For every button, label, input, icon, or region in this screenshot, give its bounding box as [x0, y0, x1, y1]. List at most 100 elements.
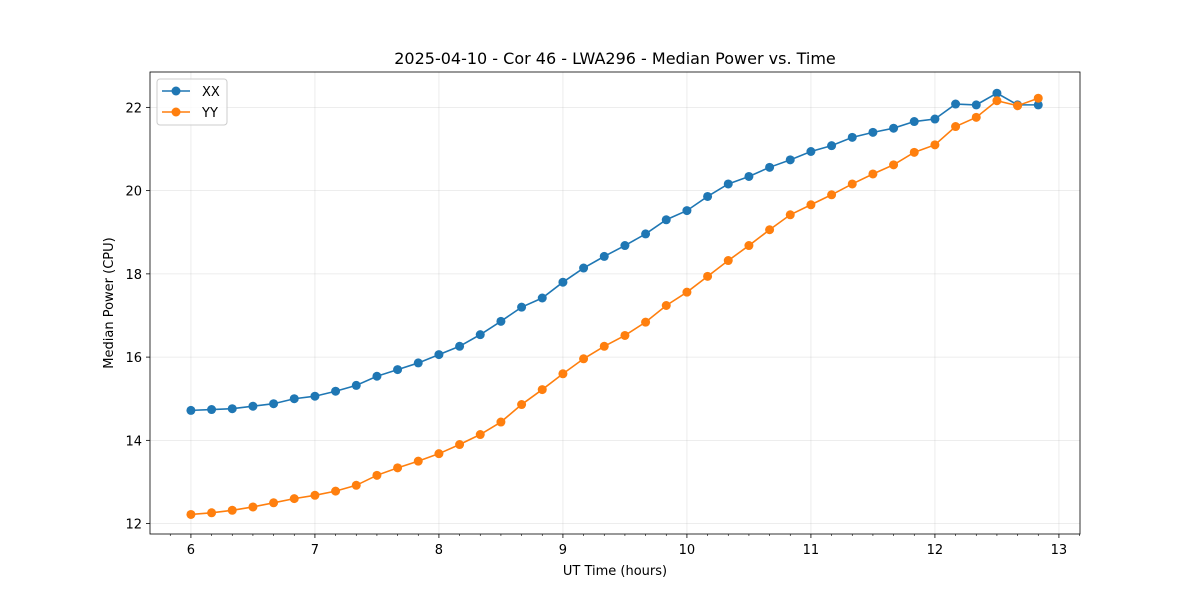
data-point-xx [703, 191, 713, 201]
x-axis-label: UT Time (hours) [563, 564, 667, 579]
data-point-yy [455, 440, 465, 450]
data-point-yy [331, 486, 341, 496]
data-point-yy [971, 112, 981, 122]
data-point-yy [682, 287, 692, 297]
plot-frame [149, 71, 1081, 535]
data-point-yy [951, 122, 961, 132]
data-point-yy [703, 271, 713, 281]
data-point-yy [620, 330, 630, 340]
data-point-xx [641, 229, 651, 239]
data-point-xx [806, 146, 816, 156]
data-point-yy [806, 200, 816, 210]
data-point-yy [248, 502, 258, 512]
data-point-xx [455, 341, 465, 351]
data-point-xx [558, 277, 568, 287]
data-point-yy [186, 509, 196, 519]
data-point-yy [475, 430, 485, 440]
data-point-xx [331, 386, 341, 396]
y-tick-label: 20 [125, 185, 142, 200]
data-point-xx [413, 358, 423, 368]
x-tick-label: 10 [679, 543, 696, 558]
x-tick-label: 13 [1051, 543, 1068, 558]
data-point-yy [641, 317, 651, 327]
data-point-yy [744, 241, 754, 251]
data-point-xx [909, 117, 919, 127]
data-point-xx [269, 399, 279, 409]
data-point-yy [289, 494, 299, 504]
data-point-xx [393, 365, 403, 375]
data-point-xx [661, 215, 671, 225]
data-point-xx [207, 405, 217, 415]
x-tick-label: 9 [559, 543, 567, 558]
legend: XX YY [156, 78, 228, 126]
data-point-yy [310, 490, 320, 500]
data-point-yy [723, 256, 733, 266]
data-point-xx [434, 350, 444, 360]
data-point-xx [682, 206, 692, 216]
legend-marker-xx [171, 86, 181, 96]
data-point-xx [227, 404, 237, 414]
data-point-xx [723, 179, 733, 189]
data-point-yy [909, 147, 919, 157]
data-point-xx [186, 405, 196, 415]
data-point-yy [496, 417, 506, 427]
data-point-yy [207, 508, 217, 518]
data-point-yy [1013, 101, 1023, 111]
data-point-xx [889, 123, 899, 133]
data-point-yy [558, 369, 568, 379]
x-tick-label: 6 [187, 543, 195, 558]
data-point-yy [269, 498, 279, 508]
data-point-yy [785, 210, 795, 220]
data-point-yy [517, 400, 527, 410]
data-point-xx [847, 132, 857, 142]
data-point-xx [744, 171, 754, 181]
data-point-xx [537, 293, 547, 303]
x-tick-label: 8 [435, 543, 443, 558]
chart-title: 2025-04-10 - Cor 46 - LWA296 - Median Po… [394, 49, 836, 68]
y-tick-label: 22 [125, 101, 142, 116]
data-point-xx [496, 316, 506, 326]
data-point-yy [765, 225, 775, 235]
data-point-xx [951, 99, 961, 109]
data-point-xx [765, 162, 775, 172]
data-point-xx [971, 100, 981, 110]
axes: 6 7 8 9 10 11 12 13 12 14 16 18 20 22 [125, 71, 1081, 558]
y-tick-label: 18 [125, 268, 142, 283]
legend-label-xx: XX [202, 85, 220, 100]
x-tick-label: 12 [927, 543, 944, 558]
data-point-xx [785, 155, 795, 165]
data-point-yy [599, 341, 609, 351]
data-point-yy [579, 354, 589, 364]
data-point-xx [517, 302, 527, 312]
x-tick-label: 11 [803, 543, 820, 558]
legend-marker-yy [171, 107, 181, 117]
data-point-yy [889, 160, 899, 170]
x-tick-label: 7 [311, 543, 319, 558]
data-point-xx [827, 141, 837, 151]
data-point-xx [1033, 100, 1043, 110]
data-point-xx [372, 371, 382, 381]
data-point-xx [579, 263, 589, 273]
y-tick-label: 16 [125, 351, 142, 366]
data-point-yy [413, 456, 423, 466]
data-point-yy [372, 470, 382, 480]
data-point-yy [227, 505, 237, 515]
y-tick-label: 14 [125, 434, 142, 449]
data-point-xx [992, 88, 1002, 98]
data-point-yy [661, 300, 671, 310]
data-point-yy [868, 169, 878, 179]
data-point-xx [868, 127, 878, 137]
data-point-yy [351, 480, 361, 490]
legend-label-yy: YY [201, 106, 218, 121]
y-tick-label: 12 [125, 518, 142, 533]
data-point-xx [351, 380, 361, 390]
data-point-xx [289, 394, 299, 404]
y-axis-label: Median Power (CPU) [102, 237, 117, 368]
data-point-yy [537, 385, 547, 395]
data-point-xx [620, 241, 630, 251]
data-point-yy [827, 190, 837, 200]
grid [150, 72, 1080, 534]
data-point-yy [847, 179, 857, 189]
data-point-yy [1033, 93, 1043, 103]
